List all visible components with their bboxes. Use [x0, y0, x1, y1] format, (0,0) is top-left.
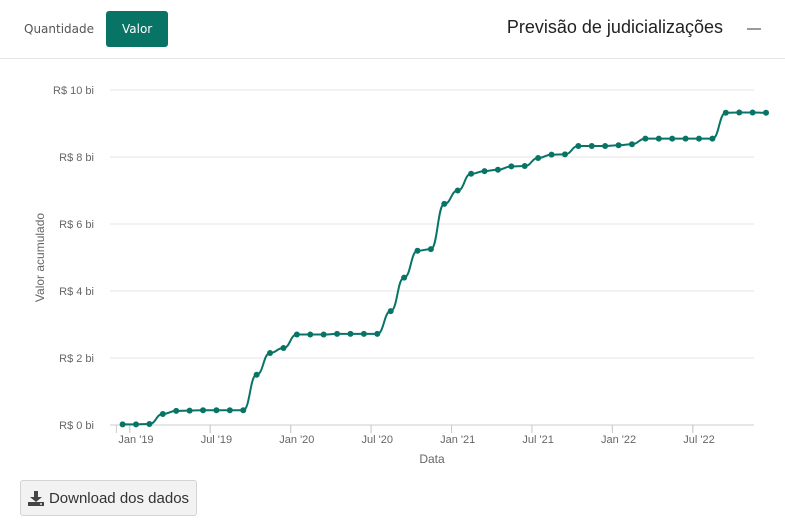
data-point	[200, 407, 207, 414]
data-point	[159, 410, 166, 417]
data-point	[360, 330, 367, 337]
data-point	[133, 421, 139, 428]
download-button[interactable]: Download dos dados	[20, 480, 197, 516]
download-icon	[27, 490, 44, 506]
data-point	[468, 170, 475, 177]
line-chart: R$ 0 bi R$ 2 bi R$ 4 bi R$ 6 bi R$ 8 bi R$ 10…	[33, 85, 770, 466]
data-point	[173, 407, 180, 414]
chart-title: Previsão de judicializações	[506, 17, 723, 37]
x-tick-label: Jan '20	[279, 434, 314, 446]
data-point	[655, 135, 662, 142]
data-point	[709, 135, 716, 142]
data-point	[226, 407, 233, 414]
data-point	[763, 109, 770, 116]
data-point	[454, 187, 461, 194]
data-point	[414, 247, 421, 254]
data-point	[494, 166, 501, 173]
y-axis-title: Valor acumulado	[33, 213, 47, 302]
data-point	[427, 246, 434, 253]
x-axis-title: Data	[419, 452, 445, 466]
x-tick-label: Jan '22	[601, 434, 636, 446]
data-point	[736, 109, 743, 116]
data-point	[334, 330, 341, 337]
series-line	[122, 111, 767, 426]
y-tick-label: R$ 8 bi	[59, 152, 94, 164]
x-tick-label: Jul '22	[683, 434, 714, 446]
y-tick-label: R$ 0 bi	[59, 420, 94, 432]
data-point	[682, 135, 689, 142]
data-point	[293, 331, 300, 338]
data-point	[628, 141, 635, 148]
data-point	[347, 330, 354, 337]
tab-quantidade[interactable]: Quantidade	[24, 22, 95, 36]
data-point	[722, 109, 729, 116]
x-tick-label: Jul '19	[201, 434, 232, 446]
download-label: Download dos dados	[48, 489, 190, 507]
x-tick-label: Jul '21	[522, 434, 553, 446]
data-point	[253, 371, 260, 378]
data-point	[320, 331, 327, 338]
data-point	[749, 109, 756, 116]
data-point	[602, 142, 609, 149]
data-point	[696, 135, 702, 142]
x-tick-label: Jan '19	[118, 434, 153, 446]
data-point	[642, 135, 649, 142]
data-point	[535, 155, 542, 162]
tab-valor[interactable]: Valor	[106, 11, 169, 47]
data-point	[615, 142, 622, 149]
data-point	[307, 331, 314, 338]
y-tick-label: R$ 6 bi	[59, 219, 94, 231]
data-point	[374, 330, 381, 337]
data-point	[481, 168, 488, 175]
card-header: Quantidade Valor Previsão de judicializa…	[0, 0, 785, 59]
data-point	[186, 407, 193, 414]
y-tick-label: R$ 10 bi	[53, 85, 94, 97]
data-point	[146, 420, 153, 427]
data-point	[561, 151, 568, 158]
data-point	[575, 142, 582, 149]
x-tick-label: Jul '20	[362, 434, 393, 446]
x-tick-label: Jan '21	[440, 434, 475, 446]
data-point	[521, 163, 528, 170]
y-tick-label: R$ 4 bi	[59, 286, 94, 298]
data-point	[240, 407, 247, 414]
data-point	[548, 151, 555, 158]
data-point	[119, 421, 126, 428]
minimize-icon[interactable]	[747, 28, 761, 30]
data-point	[280, 344, 287, 351]
y-tick-label: R$ 2 bi	[59, 353, 94, 365]
data-point	[588, 142, 595, 149]
data-point	[669, 135, 676, 142]
data-point	[213, 407, 220, 414]
data-point	[387, 308, 394, 315]
data-point	[508, 163, 515, 170]
data-point	[401, 274, 408, 281]
data-point	[441, 200, 448, 207]
data-point	[267, 349, 274, 356]
